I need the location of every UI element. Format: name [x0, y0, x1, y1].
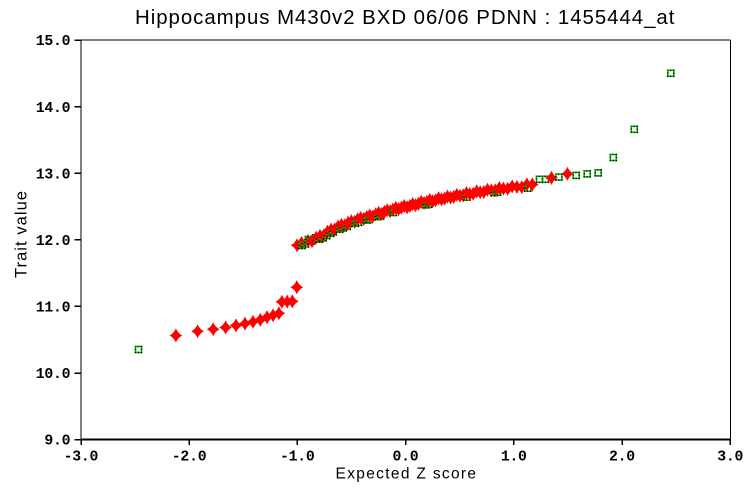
svg-text:3.0: 3.0 [717, 450, 743, 466]
svg-text:-1.0: -1.0 [280, 450, 315, 466]
svg-text:Hippocampus M430v2 BXD 06/06 P: Hippocampus M430v2 BXD 06/06 PDNN : 1455… [135, 7, 675, 29]
svg-text:0.0: 0.0 [393, 450, 419, 466]
svg-text:15.0: 15.0 [36, 34, 71, 50]
svg-text:-2.0: -2.0 [172, 450, 207, 466]
svg-text:9.0: 9.0 [44, 434, 70, 450]
svg-text:11.0: 11.0 [36, 301, 71, 317]
svg-text:1.0: 1.0 [501, 450, 527, 466]
svg-text:12.0: 12.0 [36, 234, 71, 250]
svg-text:Expected Z score: Expected Z score [336, 466, 477, 483]
svg-text:2.0: 2.0 [609, 450, 635, 466]
svg-text:14.0: 14.0 [36, 101, 71, 117]
svg-text:13.0: 13.0 [36, 167, 71, 183]
svg-text:-3.0: -3.0 [64, 450, 99, 466]
svg-text:Trait value: Trait value [13, 191, 31, 278]
svg-text:10.0: 10.0 [36, 367, 71, 383]
